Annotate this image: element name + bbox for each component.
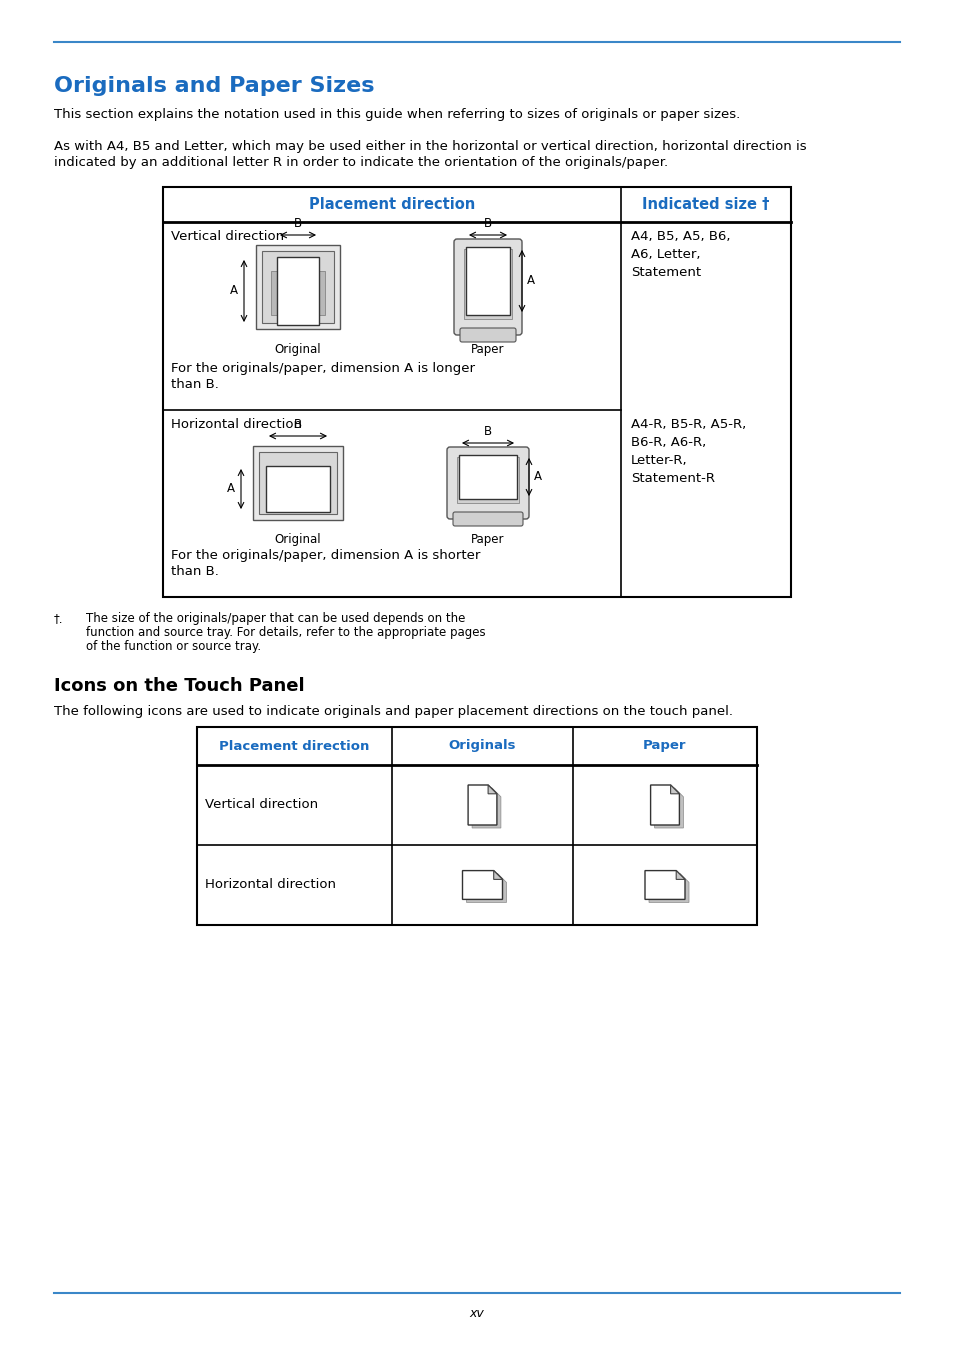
- FancyBboxPatch shape: [447, 447, 529, 518]
- Text: of the function or source tray.: of the function or source tray.: [86, 640, 261, 653]
- Text: Horizontal direction: Horizontal direction: [205, 879, 335, 891]
- Bar: [269, 468, 327, 504]
- Text: Horizontal direction: Horizontal direction: [171, 418, 302, 431]
- Bar: [196, 728, 757, 925]
- Text: A: A: [227, 482, 234, 495]
- Polygon shape: [676, 871, 684, 879]
- Bar: [255, 244, 339, 329]
- Text: A4, B5, A5, B6,
A6, Letter,
Statement: A4, B5, A5, B6, A6, Letter, Statement: [630, 230, 730, 279]
- Bar: [276, 256, 318, 325]
- Polygon shape: [462, 871, 502, 899]
- FancyBboxPatch shape: [453, 512, 522, 526]
- Bar: [456, 458, 518, 504]
- FancyBboxPatch shape: [459, 328, 516, 342]
- Polygon shape: [648, 873, 688, 902]
- Text: B: B: [483, 217, 492, 230]
- Polygon shape: [494, 871, 502, 879]
- Bar: [463, 248, 512, 319]
- Text: Placement direction: Placement direction: [219, 740, 370, 752]
- Bar: [163, 188, 790, 597]
- Polygon shape: [488, 784, 497, 794]
- Text: Paper: Paper: [642, 740, 686, 752]
- Text: Paper: Paper: [471, 343, 504, 356]
- Polygon shape: [654, 788, 682, 828]
- Text: A: A: [230, 285, 237, 297]
- Text: This section explains the notation used in this guide when referring to sizes of: This section explains the notation used …: [54, 108, 740, 122]
- Text: †.: †.: [54, 612, 64, 625]
- Text: Icons on the Touch Panel: Icons on the Touch Panel: [54, 676, 304, 695]
- Bar: [458, 455, 517, 500]
- Text: The following icons are used to indicate originals and paper placement direction: The following icons are used to indicate…: [54, 705, 732, 718]
- Polygon shape: [466, 873, 506, 902]
- Text: The size of the originals/paper that can be used depends on the: The size of the originals/paper that can…: [86, 612, 465, 625]
- Text: Paper: Paper: [471, 533, 504, 545]
- Bar: [271, 271, 325, 315]
- Text: function and source tray. For details, refer to the appropriate pages: function and source tray. For details, r…: [86, 626, 485, 639]
- Bar: [465, 247, 510, 315]
- Polygon shape: [468, 784, 497, 825]
- Text: As with A4, B5 and Letter, which may be used either in the horizontal or vertica: As with A4, B5 and Letter, which may be …: [54, 140, 806, 153]
- Text: Originals: Originals: [448, 740, 516, 752]
- Text: xv: xv: [469, 1307, 484, 1320]
- Text: Vertical direction: Vertical direction: [205, 798, 317, 811]
- Polygon shape: [472, 788, 500, 828]
- Text: than B.: than B.: [171, 566, 218, 578]
- Bar: [258, 452, 336, 514]
- Text: Vertical direction: Vertical direction: [171, 230, 284, 243]
- Text: Indicated size †: Indicated size †: [641, 197, 769, 212]
- Text: A: A: [534, 471, 541, 483]
- Text: than B.: than B.: [171, 378, 218, 392]
- Text: A: A: [526, 274, 535, 288]
- Text: For the originals/paper, dimension A is shorter: For the originals/paper, dimension A is …: [171, 549, 480, 562]
- Text: B: B: [294, 217, 302, 230]
- Bar: [262, 251, 334, 323]
- Bar: [266, 466, 330, 512]
- Text: indicated by an additional letter R in order to indicate the orientation of the : indicated by an additional letter R in o…: [54, 157, 667, 169]
- Text: B: B: [483, 425, 492, 437]
- Text: A4-R, B5-R, A5-R,
B6-R, A6-R,
Letter-R,
Statement-R: A4-R, B5-R, A5-R, B6-R, A6-R, Letter-R, …: [630, 418, 745, 485]
- Text: Original: Original: [274, 533, 321, 545]
- Text: Original: Original: [274, 343, 321, 356]
- Text: B: B: [294, 418, 302, 431]
- Bar: [253, 446, 343, 520]
- Polygon shape: [650, 784, 679, 825]
- Text: Originals and Paper Sizes: Originals and Paper Sizes: [54, 76, 375, 96]
- Text: Placement direction: Placement direction: [309, 197, 475, 212]
- FancyBboxPatch shape: [454, 239, 521, 335]
- Polygon shape: [670, 784, 679, 794]
- Text: For the originals/paper, dimension A is longer: For the originals/paper, dimension A is …: [171, 362, 475, 375]
- Polygon shape: [644, 871, 684, 899]
